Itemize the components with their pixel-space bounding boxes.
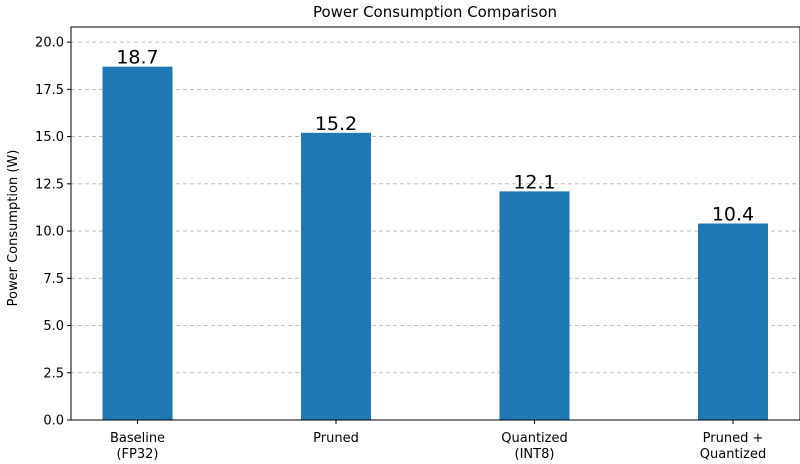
y-tick-label: 12.5 (35, 177, 64, 192)
grid-lines (71, 41, 800, 421)
y-tick-label: 20.0 (35, 36, 64, 51)
y-axis-title: Power Consumption (W) (6, 150, 21, 307)
plot-frame (70, 26, 800, 421)
y-tick-label: 5.0 (43, 319, 64, 334)
chart-title: Power Consumption Comparison (313, 3, 557, 21)
bar (102, 66, 173, 420)
x-axis-ticks: Baseline(FP32)Pruned Quantized(INT8)Prune… (110, 420, 766, 462)
data-label: 18.7 (116, 47, 158, 69)
y-tick-label: 0.0 (43, 414, 64, 429)
x-tick-label: Baseline (110, 431, 165, 446)
x-tick-label: (FP32) (116, 447, 158, 462)
data-label: 10.4 (712, 204, 754, 226)
y-tick-label: 17.5 (35, 83, 64, 98)
x-tick-label: Pruned (313, 431, 359, 446)
data-label: 15.2 (315, 113, 357, 135)
y-tick-label: 2.5 (43, 366, 64, 381)
x-tick-label: (INT8) (515, 447, 555, 462)
x-tick-label: Quantized (501, 431, 567, 446)
y-tick-label: 7.5 (43, 272, 64, 287)
data-label: 12.1 (513, 171, 555, 193)
data-labels: 18.7 15.2 12.1 10.4 (116, 47, 754, 226)
bars (102, 66, 768, 421)
x-tick-label: Pruned + (703, 431, 764, 446)
y-tick-label: 15.0 (35, 130, 64, 145)
bar (499, 191, 570, 420)
y-axis-ticks: 0.0 2.5 5.0 7.5 10.0 12.5 15.0 17.5 20.0 (35, 36, 71, 429)
bar (698, 223, 768, 420)
x-tick-label: Quantized (700, 447, 766, 462)
y-tick-label: 10.0 (35, 225, 64, 240)
bar (301, 132, 371, 421)
